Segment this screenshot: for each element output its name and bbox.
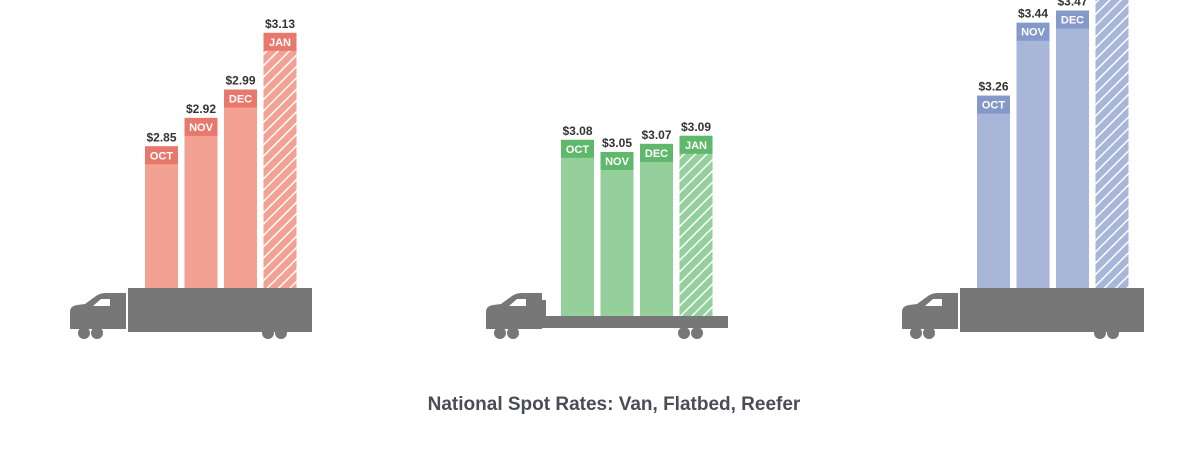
flatbed-value-label: $3.09 <box>681 120 711 134</box>
reefer-trailer-box <box>960 288 1144 332</box>
van-value-label: $2.99 <box>225 74 255 88</box>
van-truck-icon <box>70 288 312 339</box>
van-value-label: $2.85 <box>146 130 176 144</box>
van-month-label: OCT <box>150 150 174 162</box>
flatbed-bar-oct <box>561 139 594 316</box>
van-truck-windshield <box>93 299 110 306</box>
van-trailer-box <box>128 288 312 332</box>
flatbed-chart-group: OCT $3.08 NOV $3.05 DEC $3.07 JAN $3.09 <box>486 120 728 339</box>
flatbed-month-label: DEC <box>645 148 668 160</box>
van-bar-cap-dec <box>224 89 257 108</box>
flatbed-truck-icon <box>486 293 728 339</box>
reefer-truck-windshield <box>925 299 942 306</box>
reefer-bar-cap-oct <box>977 95 1010 114</box>
flatbed-cab-wheel <box>507 327 519 339</box>
van-value-label: $2.92 <box>186 102 216 116</box>
flatbed-trailer-deck <box>542 316 728 328</box>
flatbed-month-label: JAN <box>685 140 707 152</box>
reefer-truck-cab <box>902 293 958 329</box>
van-truck-cab <box>70 293 126 329</box>
reefer-bar-jan <box>1095 0 1129 288</box>
flatbed-bar-cap-nov <box>600 151 634 170</box>
van-cab-wheel <box>91 327 103 339</box>
reefer-value-label: $3.47 <box>1057 0 1087 9</box>
van-bar-nov <box>184 117 218 289</box>
van-bar-cap-oct <box>145 146 178 165</box>
flatbed-trailer-wheel <box>691 327 703 339</box>
reefer-bar-cap-nov <box>1016 22 1050 41</box>
reefer-value-label: $3.26 <box>978 80 1008 94</box>
reefer-month-label: OCT <box>982 100 1006 112</box>
reefer-trailer-wheel <box>1107 327 1119 339</box>
flatbed-value-label: $3.05 <box>602 136 632 150</box>
flatbed-value-label: $3.08 <box>562 124 592 138</box>
flatbed-bar-cap-oct <box>561 139 594 158</box>
flatbed-bar-nov <box>600 151 634 316</box>
reefer-bar-dec <box>1056 10 1089 288</box>
reefer-month-label: DEC <box>1061 15 1084 27</box>
flatbed-bar-dec <box>640 143 673 316</box>
flatbed-month-label: NOV <box>605 156 630 168</box>
van-bar-oct <box>145 146 178 288</box>
reefer-bar-nov <box>1016 22 1050 288</box>
reefer-trailer-wheel <box>1094 327 1106 339</box>
reefer-month-label: NOV <box>1021 27 1046 39</box>
flatbed-truck-cab <box>486 293 542 329</box>
van-bar-cap-jan <box>263 32 297 51</box>
van-bar-jan <box>263 32 297 288</box>
flatbed-month-label: OCT <box>566 144 590 156</box>
reefer-bar-oct <box>977 95 1010 288</box>
flatbed-bar-cap-dec <box>640 143 673 162</box>
van-trailer-wheel <box>262 327 274 339</box>
van-cab-wheel <box>78 327 90 339</box>
flatbed-trailer-wheel <box>678 327 690 339</box>
flatbed-cab-wheel <box>494 327 506 339</box>
van-value-label: $3.13 <box>265 17 295 31</box>
reefer-truck-icon <box>902 288 1144 339</box>
reefer-cab-wheel <box>923 327 935 339</box>
flatbed-trailer-post <box>542 300 546 328</box>
flatbed-truck-windshield <box>509 299 526 306</box>
van-bar-dec <box>224 89 257 288</box>
flatbed-bar-cap-jan <box>679 135 713 154</box>
flatbed-bar-jan <box>679 135 713 316</box>
van-month-label: DEC <box>229 94 252 106</box>
chart-title: National Spot Rates: Van, Flatbed, Reefe… <box>428 394 801 415</box>
reefer-bar-cap-dec <box>1056 10 1089 29</box>
van-month-label: NOV <box>189 122 214 134</box>
flatbed-value-label: $3.07 <box>641 128 671 142</box>
van-bar-cap-nov <box>184 117 218 136</box>
reefer-cab-wheel <box>910 327 922 339</box>
reefer-value-label: $3.44 <box>1018 7 1048 21</box>
van-chart-group: OCT $2.85 NOV $2.92 DEC $2.99 JAN $3.13 <box>70 17 312 339</box>
van-trailer-wheel <box>275 327 287 339</box>
van-month-label: JAN <box>269 37 291 49</box>
